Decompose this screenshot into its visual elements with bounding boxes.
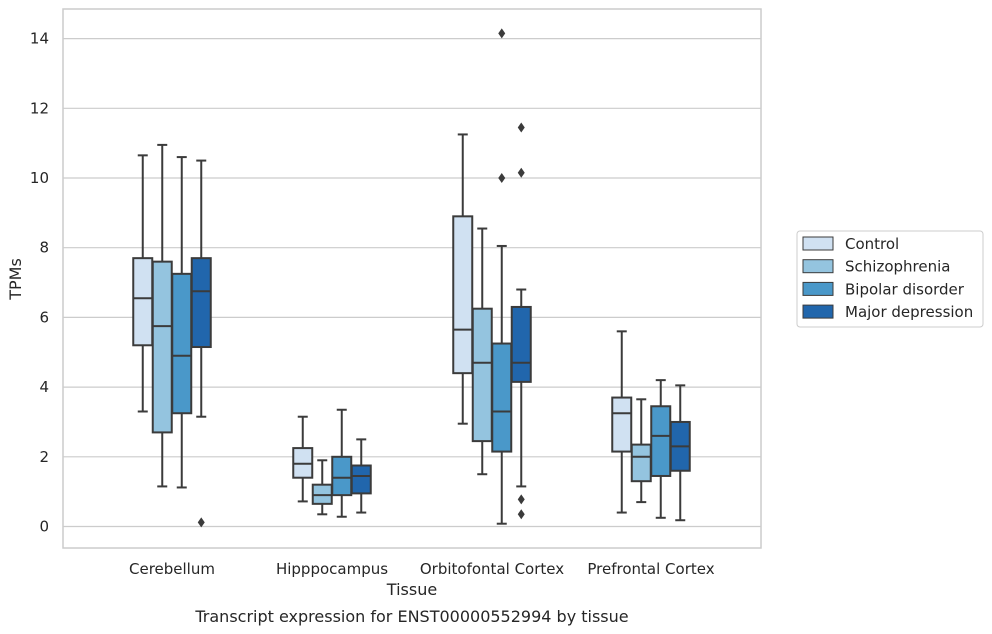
series-bipolar-disorder [171, 28, 672, 525]
y-tick-label: 8 [39, 239, 49, 257]
legend-label: Control [845, 235, 899, 253]
iqr-box [452, 215, 474, 375]
legend-label: Major depression [845, 303, 973, 321]
iqr-box [650, 405, 672, 477]
x-axis-label: Tissue [386, 580, 437, 599]
box [510, 122, 532, 520]
box [491, 28, 513, 525]
legend-swatch [802, 259, 834, 274]
outlier-point [498, 173, 506, 183]
legend-label: Schizophrenia [845, 258, 950, 276]
iqr-box [471, 307, 493, 443]
box [331, 408, 353, 518]
x-tick-label: Orbitofontal Cortex [420, 560, 564, 578]
x-tick-label: Prefrontal Cortex [587, 560, 714, 578]
outlier-point [517, 122, 525, 133]
x-tick-label: Cerebellum [129, 560, 215, 578]
box [190, 159, 212, 528]
iqr-box [350, 464, 372, 495]
y-tick-label: 10 [30, 169, 49, 187]
iqr-box [611, 396, 633, 453]
outlier-point [517, 167, 525, 178]
y-tick-label: 12 [30, 99, 49, 117]
outlier-point [517, 509, 525, 520]
iqr-box [132, 257, 154, 347]
y-tick-label: 4 [39, 378, 49, 396]
series-schizophrenia [151, 143, 652, 516]
legend-swatch [802, 281, 834, 296]
box [171, 156, 193, 489]
series-major-depression [190, 122, 691, 528]
box [151, 143, 173, 488]
outlier-point [498, 28, 506, 39]
chart-caption: Transcript expression for ENST0000055299… [194, 607, 628, 626]
legend-label: Bipolar disorder [845, 280, 965, 298]
iqr-box [630, 443, 652, 483]
y-tick-label: 0 [39, 518, 49, 536]
y-axis-label: TPMs [6, 258, 25, 301]
box [611, 330, 633, 514]
outlier-point [197, 517, 205, 528]
legend-frame [796, 230, 984, 328]
iqr-box [151, 260, 173, 434]
box [452, 133, 474, 425]
box [471, 227, 493, 476]
iqr-box [171, 272, 193, 415]
box-series [132, 28, 691, 528]
iqr-box [510, 305, 532, 383]
legend-swatch [802, 236, 834, 251]
box [311, 459, 333, 516]
box [669, 384, 691, 522]
y-tick-label: 2 [39, 448, 49, 466]
iqr-box [190, 257, 212, 349]
box [132, 154, 154, 413]
series-control [132, 133, 633, 514]
x-tick-labels: Cerebellum Hipppocampus Orbitofontal Corte… [129, 560, 715, 578]
box [650, 379, 672, 519]
legend-swatch [802, 304, 834, 319]
legend: Control Schizophrenia Bipolar disorder Majo… [796, 230, 984, 328]
box [630, 398, 652, 504]
iqr-box [491, 342, 513, 453]
plot-area-frame [62, 8, 762, 549]
y-tick-labels: 0 2 4 6 8 10 12 14 [30, 30, 49, 536]
box [350, 438, 372, 514]
outlier-point [517, 494, 525, 505]
iqr-box [331, 455, 353, 497]
box [292, 415, 314, 503]
y-tick-label: 6 [39, 308, 49, 326]
y-tick-label: 14 [30, 30, 49, 48]
x-tick-label: Hipppocampus [276, 560, 388, 578]
